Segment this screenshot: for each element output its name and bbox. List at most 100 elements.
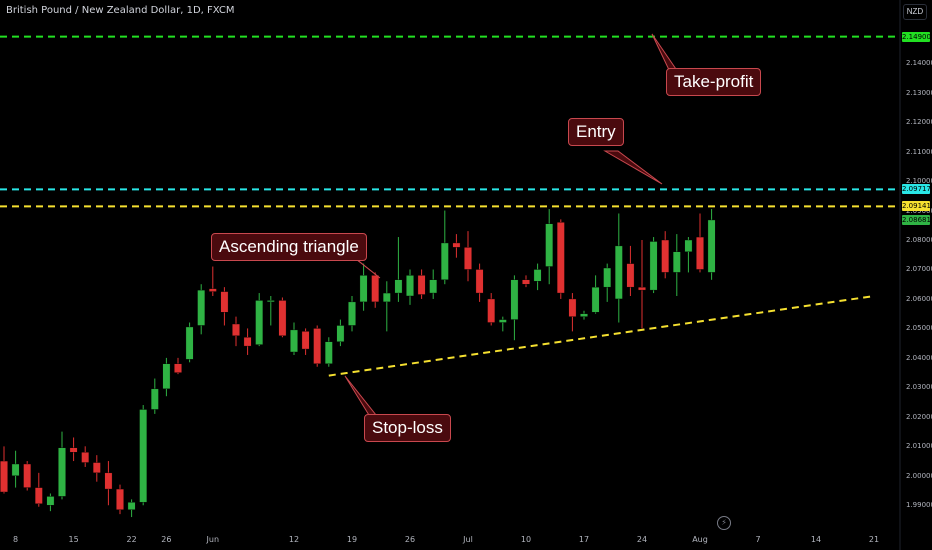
y-tick-label: 2.04000: [906, 353, 932, 362]
x-tick-label: 17: [578, 535, 590, 544]
candle-body: [301, 331, 310, 350]
x-tick-label: 7: [755, 535, 761, 544]
candle-body: [0, 460, 8, 493]
x-tick-label: Jul: [463, 535, 473, 544]
annotation-stop-loss[interactable]: Stop-loss: [364, 414, 451, 442]
candle-body: [707, 219, 716, 273]
x-tick-label: 8: [13, 535, 19, 544]
candle-body: [672, 251, 681, 273]
candle-body: [150, 388, 159, 410]
candle-body: [23, 463, 32, 488]
pointer-entry: [603, 150, 663, 185]
candle-body: [243, 337, 252, 347]
candle-body: [232, 323, 240, 336]
candle-body: [290, 329, 298, 353]
price-tag: 2.09717: [902, 184, 931, 195]
y-tick-label: 2.13000: [906, 88, 932, 97]
callout-pointers: [344, 33, 679, 421]
candle-body: [591, 286, 600, 313]
candles: [0, 209, 716, 518]
price-tag: 2.08681: [902, 214, 931, 225]
candle-body: [34, 487, 43, 504]
candle-body: [429, 279, 438, 294]
x-tick-label: 14: [810, 535, 822, 544]
candle-body: [394, 279, 403, 294]
candle-body: [614, 245, 623, 300]
candle-body: [522, 279, 530, 285]
candle-body: [696, 236, 704, 270]
candle-body: [684, 239, 693, 252]
candle-body: [278, 300, 287, 336]
x-tick-label: 26: [404, 535, 416, 544]
pointer-take-profit: [651, 33, 679, 73]
candle-body: [92, 462, 101, 474]
candle-body: [185, 326, 194, 360]
candle-body: [11, 463, 20, 476]
y-tick-label: 2.08000: [906, 236, 932, 244]
x-tick-label: 24: [636, 535, 648, 544]
candle-body: [417, 275, 426, 295]
candle-body: [266, 300, 275, 303]
candle-body: [116, 488, 124, 510]
trendline-layer: [328, 295, 875, 377]
candle-body: [371, 275, 380, 303]
x-tick-label: 19: [346, 535, 358, 544]
annotation-entry[interactable]: Entry: [568, 118, 624, 146]
candle-body: [568, 298, 577, 317]
candle-body: [556, 222, 565, 294]
candle-body: [46, 496, 55, 506]
y-tick-label: 2.00000: [906, 471, 932, 480]
currency-badge[interactable]: NZD: [903, 4, 927, 20]
y-tick-label: 1.99000: [906, 501, 932, 510]
candle-body: [661, 239, 670, 273]
x-tick-label: 15: [68, 535, 79, 544]
candle-body: [603, 267, 612, 288]
candle-body: [475, 269, 484, 294]
candle-body: [452, 242, 461, 248]
price-tag: 2.14900: [902, 31, 931, 42]
horizontal-levels: [0, 35, 900, 208]
x-tick-label: 21: [868, 535, 880, 544]
y-tick-label: 2.01000: [906, 442, 932, 451]
candle-body: [220, 291, 229, 313]
x-tick-label: Jun: [206, 535, 220, 544]
candle-body: [580, 313, 588, 317]
chart-title: British Pound / New Zealand Dollar, 1D, …: [6, 5, 235, 16]
candle-body: [406, 275, 414, 297]
candle-body: [81, 452, 90, 463]
annotation-ascending-triangle[interactable]: Ascending triangle: [211, 233, 367, 261]
candle-body: [58, 447, 66, 497]
candle-body: [139, 409, 148, 503]
candle-body: [336, 325, 345, 342]
x-tick-label: 26: [161, 535, 172, 544]
candle-body: [348, 301, 356, 326]
y-tick-label: 2.12000: [906, 118, 932, 127]
candle-body: [324, 341, 333, 364]
candle-body: [498, 319, 507, 323]
x-tick-label: 22: [126, 535, 137, 544]
candle-body: [510, 279, 519, 320]
candle-body: [440, 242, 449, 280]
y-tick-label: 2.02000: [906, 412, 932, 421]
candle-body: [649, 241, 658, 291]
price-tag: 2.09141: [902, 201, 931, 212]
candle-body: [313, 328, 322, 364]
candle-body: [104, 472, 113, 490]
x-tick-label: 12: [288, 535, 300, 544]
candle-body: [162, 363, 171, 390]
candle-body: [208, 288, 217, 292]
y-tick-label: 2.14000: [906, 59, 932, 68]
annotation-take-profit[interactable]: Take-profit: [666, 68, 762, 96]
y-tick-label: 2.10000: [906, 177, 932, 186]
y-tick-label: 2.11000: [906, 147, 932, 156]
candle-body: [487, 298, 496, 323]
y-tick-label: 2.05000: [906, 324, 932, 333]
candle-body: [359, 275, 368, 303]
candle-body: [69, 447, 78, 453]
candle-body: [638, 286, 646, 291]
candle-body: [127, 502, 136, 510]
lightning-icon[interactable]: ⚡: [717, 516, 731, 530]
candle-body: [533, 269, 542, 282]
trendline-support: [328, 295, 875, 377]
